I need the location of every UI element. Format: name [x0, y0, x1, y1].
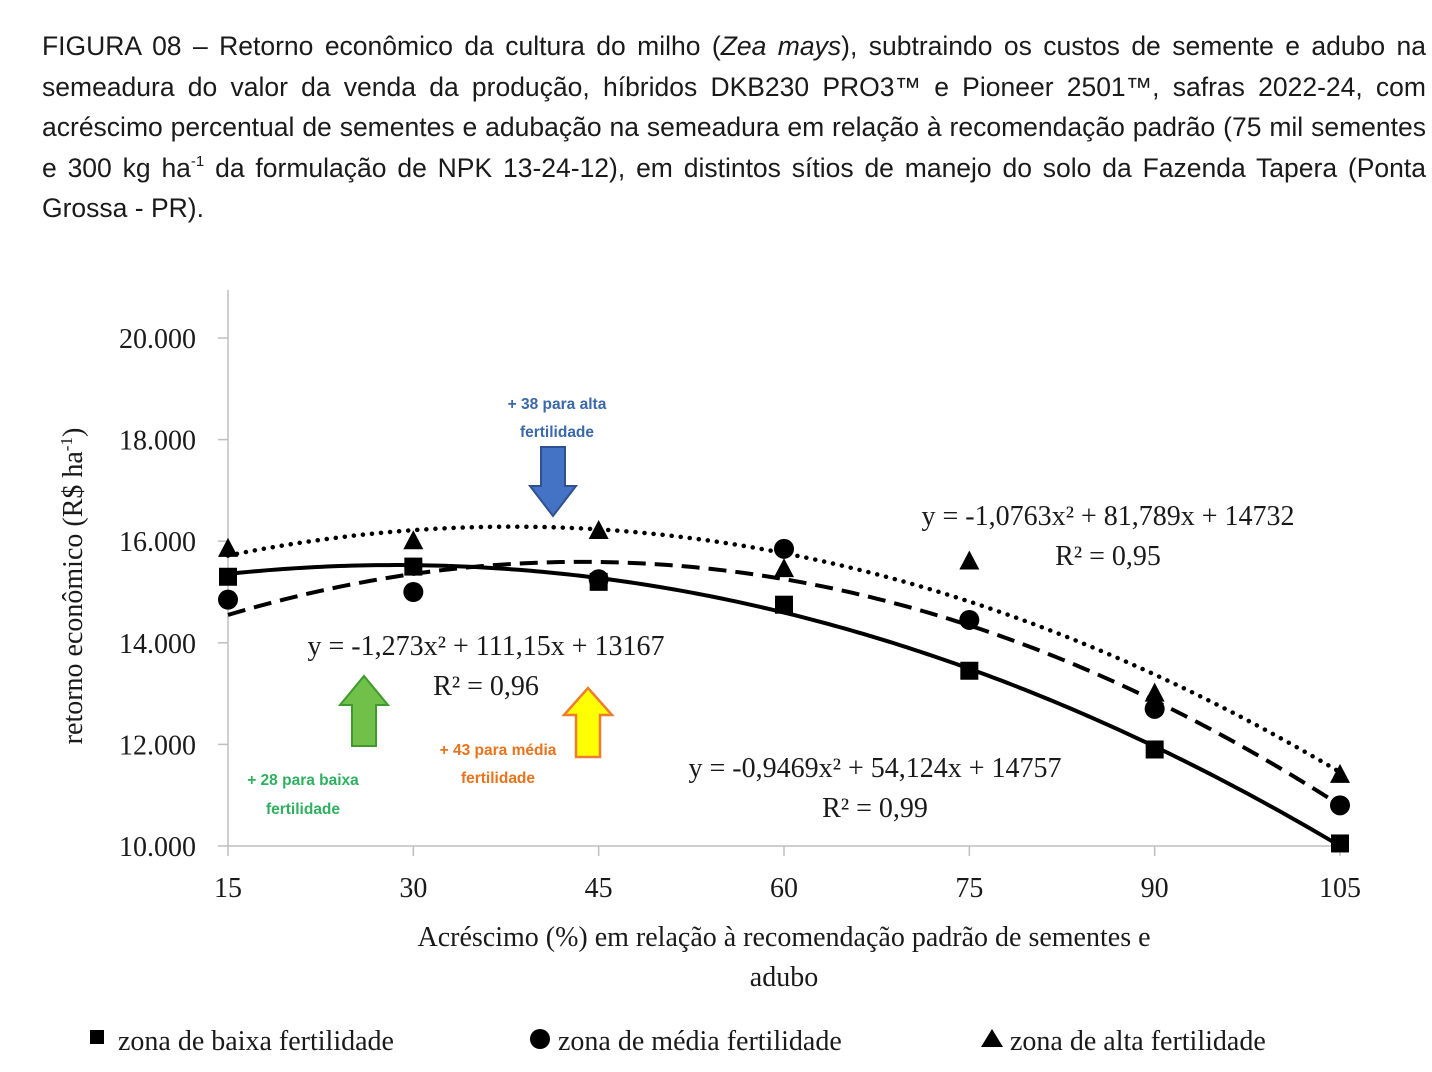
x-tick-label: 105 — [1319, 873, 1361, 904]
x-tick-label: 75 — [955, 873, 983, 904]
x-ticks: 15 30 45 60 75 90 105 — [214, 846, 1361, 904]
annotation-baixa-line2: fertilidade — [266, 801, 340, 818]
y-tick-label: 14.000 — [119, 629, 196, 660]
data-point-triangle — [588, 520, 609, 540]
figure-caption: FIGURA 08 – Retorno econômico da cultura… — [42, 26, 1426, 229]
x-tick-label: 45 — [585, 873, 613, 904]
equation-alta: y = -1,0763x² + 81,789x + 14732 — [921, 501, 1294, 532]
arrow-up-icon — [561, 686, 615, 759]
arrow-down-icon — [527, 446, 579, 518]
y-tick-label: 18.000 — [119, 426, 196, 457]
y-tick-label: 10.000 — [119, 832, 196, 863]
data-point-square — [775, 595, 793, 614]
annotation-media-line1: + 43 para média — [440, 742, 557, 759]
data-point-square — [1331, 834, 1349, 853]
data-point-triangle — [1330, 763, 1350, 783]
annotation-baixa-line1: + 28 para baixa — [247, 772, 359, 789]
equation-media: y = -1,273x² + 111,15x + 13167 — [307, 631, 664, 662]
y-tick-label: 12.000 — [119, 730, 196, 761]
x-axis-label-line1: Acréscimo (%) em relação à recomendação … — [417, 922, 1150, 953]
legend-label-media: zona de média fertilidade — [558, 1026, 842, 1057]
legend: zona de baixa fertilidade zona de média … — [90, 1026, 1266, 1057]
markers — [218, 520, 1350, 853]
caption-middle: ), subtraindo os custos de semente e adu… — [42, 31, 1427, 183]
x-tick-label: 60 — [770, 873, 798, 904]
data-point-circle — [588, 569, 609, 590]
data-point-triangle — [403, 530, 424, 550]
data-point-triangle — [1144, 682, 1165, 702]
r2-baixa: R² = 0,99 — [822, 793, 928, 824]
x-tick-label: 15 — [214, 873, 242, 904]
r2-media: R² = 0,96 — [433, 671, 539, 702]
data-point-circle — [1144, 698, 1165, 719]
annotation-alta-line2: fertilidade — [520, 424, 594, 441]
legend-label-alta: zona de alta fertilidade — [1010, 1026, 1266, 1057]
arrow-up-icon — [337, 674, 391, 747]
x-tick-label: 30 — [399, 873, 427, 904]
legend-triangle-icon — [981, 1029, 1003, 1047]
caption-sup: -1 — [190, 152, 205, 170]
data-point-triangle — [959, 550, 980, 570]
data-point-square — [219, 567, 237, 586]
annotation-alta-line1: + 38 para alta — [508, 396, 607, 413]
data-point-circle — [403, 582, 424, 602]
data-point-circle — [774, 538, 794, 559]
data-point-circle — [218, 589, 238, 610]
equation-baixa: y = -0,9469x² + 54,124x + 14757 — [688, 753, 1061, 784]
x-axis-label-line2: adubo — [750, 962, 818, 993]
data-point-square — [960, 661, 979, 680]
y-axis-label: retorno econômico (R$ ha-1) — [57, 428, 89, 745]
x-tick-label: 90 — [1141, 873, 1169, 904]
y-tick-label: 16.000 — [119, 527, 196, 558]
data-point-triangle — [774, 558, 794, 578]
data-point-circle — [959, 609, 980, 630]
annotation-media-line2: fertilidade — [461, 770, 535, 787]
data-point-square — [1145, 740, 1164, 759]
data-point-square — [404, 557, 423, 576]
legend-square-icon — [90, 1030, 104, 1044]
legend-label-baixa: zona de baixa fertilidade — [118, 1026, 394, 1057]
caption-species: Zea mays — [720, 31, 842, 61]
r2-alta: R² = 0,95 — [1055, 541, 1161, 572]
caption-prefix: FIGURA 08 – Retorno econômico da cultura… — [42, 31, 721, 61]
data-point-triangle — [218, 537, 238, 557]
caption-suffix: da formulação de NPK 13-24-12), em disti… — [42, 152, 1426, 224]
y-ticks: 10.000 12.000 14.000 16.000 18.000 20.000 — [119, 324, 228, 863]
data-point-circle — [1330, 795, 1350, 816]
y-tick-label: 20.000 — [119, 324, 196, 355]
legend-circle-icon — [530, 1029, 550, 1049]
